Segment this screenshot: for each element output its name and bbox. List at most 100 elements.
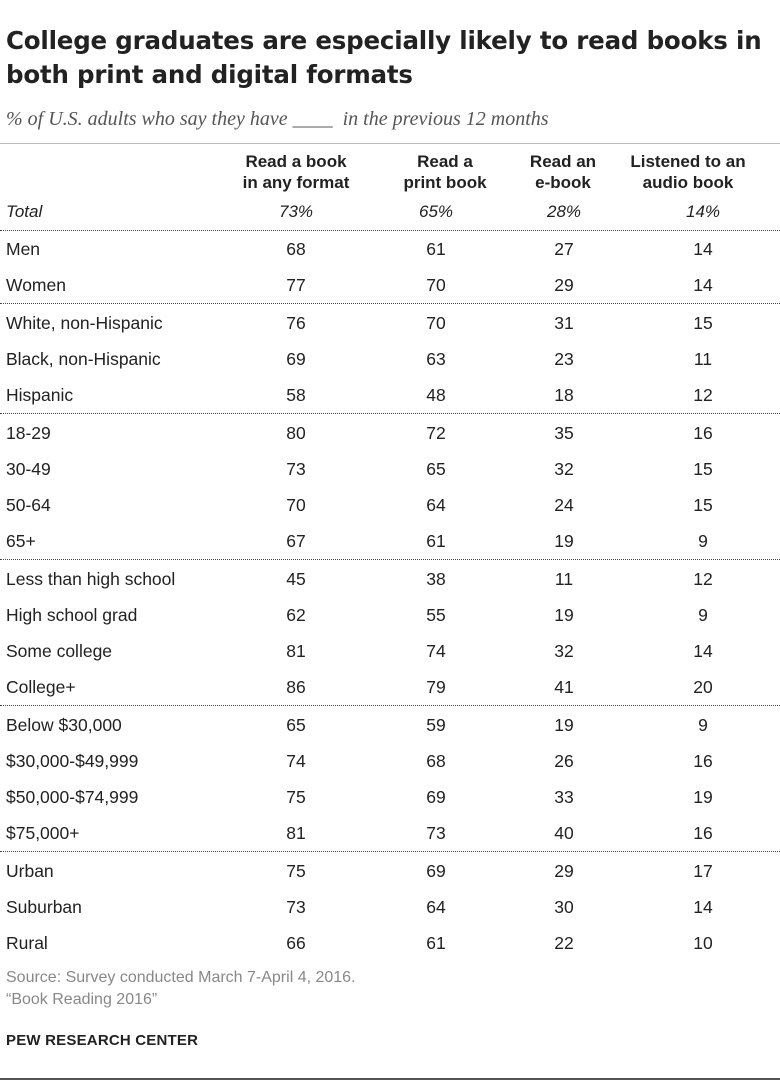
value-cell: 20 <box>693 677 713 697</box>
value-cell: 15 <box>693 495 713 515</box>
value-cell: 75 <box>286 787 306 807</box>
value-cell: 81 <box>286 641 306 661</box>
column-header-line: audio book <box>642 173 734 192</box>
group-divider <box>0 230 780 231</box>
value-cell: 18 <box>554 385 574 405</box>
brand-logo-text: PEW RESEARCH CENTER <box>6 1032 199 1049</box>
value-cell: 68 <box>426 751 446 771</box>
value-cell: 65 <box>426 459 446 479</box>
value-cell: 12 <box>693 385 713 405</box>
row-label: $75,000+ <box>6 823 80 843</box>
row-label: Suburban <box>6 897 82 917</box>
value-cell: 15 <box>693 459 713 479</box>
chart-subtitle: % of U.S. adults who say they have ____ … <box>6 108 549 130</box>
value-cell: 63 <box>426 349 446 369</box>
value-cell: 75 <box>286 861 306 881</box>
value-cell: 61 <box>426 933 446 953</box>
value-cell: 58 <box>286 385 306 405</box>
row-label: Men <box>6 239 41 259</box>
source-note: Source: Survey conducted March 7-April 4… <box>6 967 356 1011</box>
value-cell: 30 <box>554 897 574 917</box>
row-label: 65+ <box>6 531 36 551</box>
value-cell: 12 <box>693 569 713 589</box>
column-header-any-format: Read a book in any format <box>211 151 381 193</box>
value-cell: 80 <box>286 423 306 443</box>
column-header-line: Read a book <box>245 152 347 171</box>
total-row-label: Total <box>6 202 43 221</box>
value-cell: 19 <box>554 715 574 735</box>
value-cell: 41 <box>554 677 574 697</box>
row-label: Rural <box>6 933 48 953</box>
value-cell: 32 <box>554 459 574 479</box>
value-cell: 55 <box>426 605 446 625</box>
value-cell: 76 <box>286 313 306 333</box>
total-value-cell: 65% <box>418 202 454 221</box>
row-label: Urban <box>6 861 54 881</box>
row-label: $50,000-$74,999 <box>6 787 139 807</box>
value-cell: 14 <box>693 897 713 917</box>
value-cell: 40 <box>554 823 574 843</box>
value-cell: 35 <box>554 423 574 443</box>
row-label: Less than high school <box>6 569 176 589</box>
value-cell: 29 <box>554 275 574 295</box>
value-cell: 15 <box>693 313 713 333</box>
row-label: Below $30,000 <box>6 715 122 735</box>
value-cell: 73 <box>286 459 306 479</box>
value-cell: 61 <box>426 531 446 551</box>
row-label: 30-49 <box>6 459 51 479</box>
value-cell: 9 <box>698 531 708 551</box>
row-label: Women <box>6 275 66 295</box>
value-cell: 22 <box>554 933 574 953</box>
value-cell: 73 <box>426 823 446 843</box>
total-value-cell: 28% <box>546 202 582 221</box>
column-header-line: in any format <box>242 173 350 192</box>
group-divider <box>0 851 780 852</box>
value-cell: 16 <box>693 751 713 771</box>
value-cell: 61 <box>426 239 446 259</box>
value-cell: 48 <box>426 385 446 405</box>
value-cell: 14 <box>693 275 713 295</box>
column-header-audio-book: Listened to an audio book <box>603 151 773 193</box>
value-cell: 74 <box>426 641 446 661</box>
value-cell: 26 <box>554 751 574 771</box>
row-label: Black, non-Hispanic <box>6 349 161 369</box>
row-label: $30,000-$49,999 <box>6 751 139 771</box>
column-header-e-book: Read an e-book <box>478 151 648 193</box>
column-header-line: e-book <box>535 173 591 192</box>
row-label: White, non-Hispanic <box>6 313 163 333</box>
value-cell: 19 <box>554 605 574 625</box>
group-divider <box>0 559 780 560</box>
value-cell: 33 <box>554 787 574 807</box>
source-line: “Book Reading 2016” <box>6 991 158 1008</box>
total-value-cell: 14% <box>685 202 721 221</box>
row-label: High school grad <box>6 605 138 625</box>
value-cell: 73 <box>286 897 306 917</box>
column-header-line: Listened to an <box>630 152 746 171</box>
value-cell: 11 <box>693 349 713 369</box>
value-cell: 17 <box>693 861 713 881</box>
column-header-print-book: Read a print book <box>360 151 530 193</box>
column-header-line: print book <box>403 173 487 192</box>
value-cell: 29 <box>554 861 574 881</box>
value-cell: 69 <box>426 787 446 807</box>
value-cell: 68 <box>286 239 306 259</box>
value-cell: 64 <box>426 897 446 917</box>
row-label: College+ <box>6 677 76 697</box>
value-cell: 70 <box>286 495 306 515</box>
value-cell: 69 <box>286 349 306 369</box>
value-cell: 19 <box>554 531 574 551</box>
value-cell: 64 <box>426 495 446 515</box>
value-cell: 14 <box>693 239 713 259</box>
value-cell: 62 <box>286 605 306 625</box>
row-label: 18-29 <box>6 423 51 443</box>
source-line: Source: Survey conducted March 7-April 4… <box>6 969 356 986</box>
value-cell: 19 <box>693 787 713 807</box>
bottom-rule <box>0 1078 780 1080</box>
value-cell: 59 <box>426 715 446 735</box>
value-cell: 27 <box>554 239 574 259</box>
value-cell: 70 <box>426 313 446 333</box>
value-cell: 79 <box>426 677 446 697</box>
value-cell: 14 <box>693 641 713 661</box>
value-cell: 31 <box>554 313 574 333</box>
